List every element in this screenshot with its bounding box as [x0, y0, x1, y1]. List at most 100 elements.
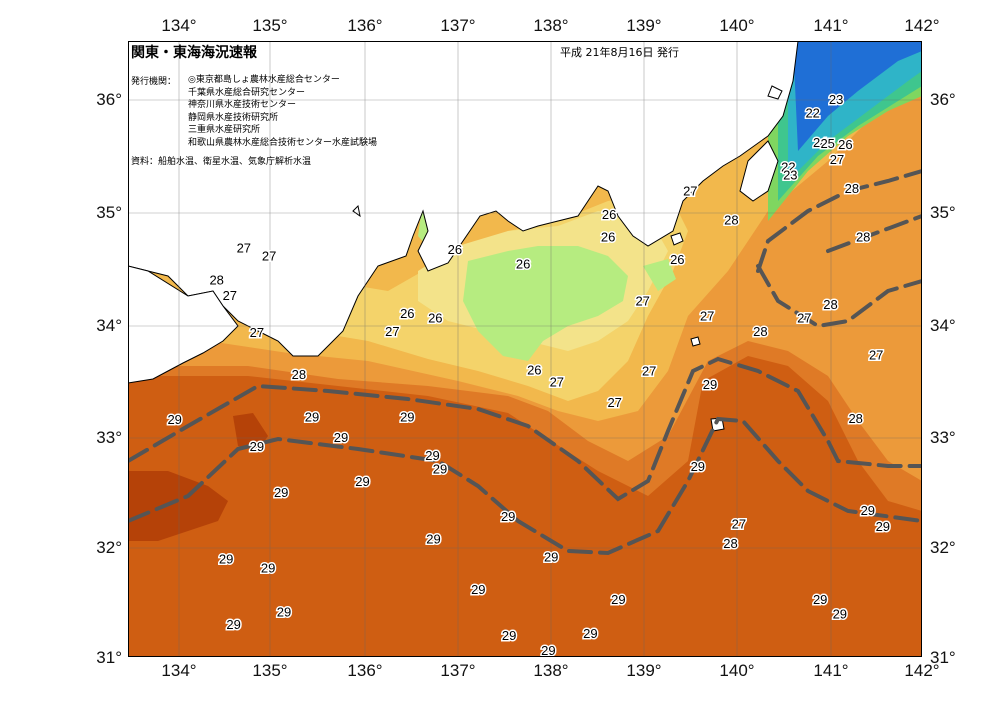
lon-label-bottom: 135° — [252, 661, 288, 680]
lat-label-left: 33° — [96, 428, 122, 447]
lon-label-top: 137° — [440, 16, 476, 35]
land-small-1 — [352, 204, 361, 218]
temperature-label: 22 — [781, 160, 795, 175]
front-line-east-2 — [756, 264, 922, 329]
temperature-label: 23 — [783, 168, 797, 183]
lon-label-bottom: 136° — [347, 661, 383, 680]
lon-label-bottom: 139° — [626, 661, 662, 680]
lat-label-left: 32° — [96, 538, 122, 557]
land-shikoku — [128, 265, 239, 384]
temperature-label: 27 — [642, 364, 656, 379]
land-honshu — [128, 41, 799, 357]
temperature-label: 29 — [334, 430, 348, 445]
temperature-label: 28 — [292, 367, 306, 382]
land-boso — [739, 140, 779, 202]
temperature-label: 29 — [167, 412, 181, 427]
temperature-label: 29 — [226, 617, 240, 632]
lat-label-right: 32° — [930, 538, 956, 557]
temperature-label: 28 — [856, 230, 870, 245]
temperature-label: 22 — [805, 106, 819, 121]
temperature-label: 29 — [611, 592, 625, 607]
temperature-label: 29 — [471, 582, 485, 597]
temperature-label: 29 — [261, 561, 275, 576]
temperature-label: 29 — [426, 531, 440, 546]
temperature-label: 27 — [635, 294, 649, 309]
lon-label-bottom: 140° — [719, 661, 755, 680]
temperature-label: 27 — [732, 517, 746, 532]
temperature-label: 25 — [820, 136, 834, 151]
temperature-label: 29 — [277, 605, 291, 620]
land-miyake — [690, 336, 701, 347]
lon-label-bottom: 138° — [533, 661, 569, 680]
water-26-east — [643, 259, 676, 291]
temperature-label: 29 — [433, 462, 447, 477]
lon-label-bottom: 134° — [161, 661, 197, 680]
water-30-patch — [233, 413, 268, 451]
lon-label-top: 135° — [252, 16, 288, 35]
temperature-label: 29 — [425, 448, 439, 463]
water-22 — [793, 41, 922, 151]
temperature-label: 29 — [274, 485, 288, 500]
temperature-label: 29 — [813, 592, 827, 607]
front-line-south — [128, 416, 922, 556]
temperature-label: 29 — [305, 410, 319, 425]
issuer-org: 静岡県水産技術研究所 — [188, 112, 279, 123]
lat-label-left: 35° — [96, 203, 122, 222]
issuer-org: ◎東京都島しょ農林水産総合センター — [188, 75, 340, 85]
temperature-label: 29 — [400, 410, 414, 425]
issue-date: 平成 21年8月16日 発行 — [560, 46, 679, 59]
lat-label-right: 34° — [930, 316, 956, 335]
temperature-label: 29 — [250, 439, 264, 454]
temperature-label: 26 — [516, 257, 530, 272]
data-source: 資料：船舶水温、衛星水温、気象庁解析水温 — [131, 157, 312, 167]
issuer-org: 千葉県水産総合研究センター — [188, 87, 306, 98]
lon-label-top: 138° — [533, 16, 569, 35]
temperature-label: 29 — [501, 509, 515, 524]
lon-label-bottom: 141° — [813, 661, 849, 680]
land-small-2 — [767, 85, 783, 100]
front-line-north — [128, 356, 922, 502]
water-30 — [128, 471, 228, 541]
front-line-east-3 — [826, 214, 922, 253]
lon-label-top: 142° — [904, 16, 940, 35]
issuer-org: 三重県水産研究所 — [188, 125, 261, 135]
temperature-label: 29 — [703, 377, 717, 392]
issuer-org: 和歌山県農林水産総合技術センター水産試験場 — [188, 137, 378, 148]
page-title: 関東・東海海況速報 — [131, 45, 257, 61]
kuroshio-front — [128, 169, 922, 556]
temperature-label: 26 — [601, 230, 615, 245]
temperature-label: 27 — [700, 308, 714, 323]
lon-label-top: 136° — [347, 16, 383, 35]
temperature-label: 29 — [691, 459, 705, 474]
temperature-label: 29 — [833, 607, 847, 622]
temperature-label: 29 — [502, 628, 516, 643]
land-izu-oshima — [670, 232, 684, 246]
temperature-label: 27 — [869, 348, 883, 363]
graticule — [128, 41, 922, 657]
temperature-label: 27 — [262, 249, 276, 264]
lat-label-left: 34° — [96, 316, 122, 335]
temperature-label: 26 — [527, 362, 541, 377]
lon-label-top: 134° — [161, 16, 197, 35]
temperature-label: 27 — [237, 241, 251, 256]
lat-label-right: 31° — [930, 648, 956, 667]
temperature-label: 28 — [724, 213, 738, 228]
lat-label-right: 33° — [930, 428, 956, 447]
temperature-label: 26 — [448, 242, 462, 257]
lon-label-bottom: 142° — [904, 661, 940, 680]
lat-label-left: 31° — [96, 648, 122, 667]
temperature-label: 26 — [400, 306, 414, 321]
lat-label-right: 36° — [930, 90, 956, 109]
map-frame — [128, 41, 922, 657]
temperature-label: 26 — [602, 207, 616, 222]
lat-label-left: 36° — [96, 90, 122, 109]
lon-label-bottom: 137° — [440, 661, 476, 680]
lon-label-top: 141° — [813, 16, 849, 35]
temperature-label: 28 — [723, 536, 737, 551]
lat-label-right: 35° — [930, 203, 956, 222]
temperature-label: 27 — [683, 183, 697, 198]
temperature-label: 27 — [550, 375, 564, 390]
